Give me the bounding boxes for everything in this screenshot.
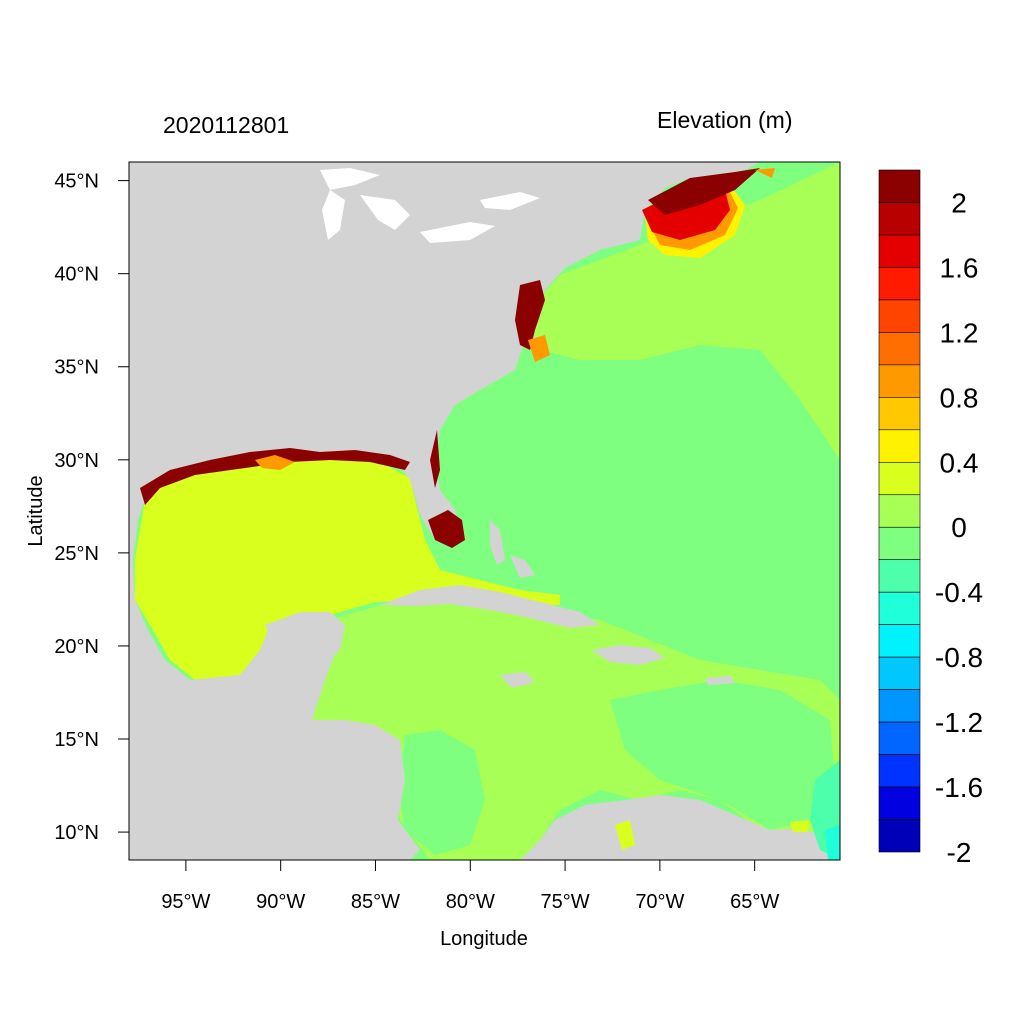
y-tick-label: 30°N — [54, 450, 99, 472]
colorbar-swatch — [878, 559, 921, 593]
colorbar-swatch — [878, 786, 921, 820]
map-panel — [129, 162, 840, 860]
x-axis-ticks: 95°W 90°W 85°W 80°W 75°W 70°W 65°W — [161, 860, 779, 913]
island-bahamas — [490, 520, 535, 578]
x-tick-label: 80°W — [446, 891, 495, 913]
date-label: 2020112801 — [163, 112, 290, 138]
y-tick-label: 20°N — [54, 636, 99, 658]
colorbar-swatch — [878, 526, 921, 561]
colorbar-swatch — [878, 461, 921, 496]
land-south-america — [520, 795, 840, 860]
colorbar-label: 0.8 — [940, 382, 979, 413]
colorbar-label: -1.6 — [935, 772, 983, 803]
y-tick-label: 15°N — [54, 729, 99, 751]
x-tick-label: 90°W — [256, 891, 305, 913]
colorbar-label: -1.2 — [935, 707, 983, 738]
colorbar-swatch — [878, 267, 921, 301]
colorbar-label: 0 — [951, 512, 967, 543]
x-tick-label: 65°W — [730, 891, 779, 913]
colorbar-swatch — [878, 397, 921, 431]
y-tick-label: 45°N — [54, 171, 99, 193]
ocean-gulf-of-mexico — [135, 450, 560, 680]
y-tick-label: 35°N — [54, 357, 99, 379]
colorbar-label: -0.8 — [935, 642, 983, 673]
surge-carolina-orange — [528, 335, 550, 362]
colorbar-label: 0.4 — [940, 447, 979, 478]
colorbar-label: 2 — [951, 187, 967, 218]
surge-gulf-coast — [140, 448, 410, 505]
y-axis-ticks: 45°N 40°N 35°N 30°N 25°N 20°N 15°N 10°N — [54, 171, 129, 844]
colorbar-swatch — [878, 202, 921, 236]
x-tick-label: 70°W — [635, 891, 684, 913]
surge-maine-orange — [755, 168, 775, 178]
x-tick-label: 85°W — [351, 891, 400, 913]
y-axis-title: Latitude — [25, 475, 47, 546]
colorbar-swatch — [878, 299, 921, 333]
surge-new-england-darkred — [648, 168, 760, 215]
colorbar-swatch — [878, 364, 921, 398]
colorbar-swatch — [878, 721, 921, 755]
x-tick-label: 75°W — [541, 891, 590, 913]
feature-venezuela-yellow — [615, 820, 810, 850]
colorbar-labels: 2 1.6 1.2 0.8 0.4 0 -0.4 -0.8 -1.2 -1.6 -2 — [935, 187, 983, 868]
x-tick-label: 95°W — [161, 891, 210, 913]
great-lakes — [320, 168, 540, 243]
surge-florida-east-coast — [430, 430, 440, 488]
colorbar-swatch — [878, 494, 921, 528]
surge-florida-red — [428, 510, 465, 548]
ocean-caribbean-east — [610, 680, 835, 830]
colorbar — [878, 169, 921, 853]
colorbar-swatch — [878, 754, 921, 788]
ocean-shelf-northeast — [520, 162, 840, 460]
colorbar-swatch — [878, 689, 921, 723]
island-jamaica — [500, 672, 535, 688]
surge-carolina — [515, 280, 545, 350]
colorbar-label: 1.6 — [940, 252, 979, 283]
colorbar-swatch — [878, 169, 921, 203]
island-puerto-rico — [705, 676, 735, 685]
island-cuba — [380, 585, 600, 628]
colorbar-swatch — [878, 429, 921, 463]
colorbar-swatch — [878, 656, 921, 690]
y-tick-label: 10°N — [54, 822, 99, 844]
y-tick-label: 40°N — [54, 264, 99, 286]
colorbar-label: -0.4 — [935, 577, 983, 608]
colorbar-swatch — [878, 819, 921, 853]
island-hispaniola — [592, 645, 665, 665]
feature-lesser-antilles-cyan — [825, 825, 840, 860]
colorbar-swatch — [878, 624, 921, 658]
y-tick-label: 25°N — [54, 543, 99, 565]
colorbar-swatch — [878, 332, 921, 366]
ocean-nicaragua-shelf — [398, 730, 485, 855]
land-north-america — [129, 162, 760, 860]
colorbar-label: -2 — [947, 837, 972, 868]
colorbar-swatch — [878, 234, 921, 268]
land-yucatan — [265, 612, 345, 668]
colorbar-label: 1.2 — [940, 317, 979, 348]
variable-label: Elevation (m) — [657, 107, 793, 133]
colorbar-swatch — [878, 591, 921, 625]
surge-gulf-orange — [255, 455, 295, 470]
x-axis-title: Longitude — [440, 928, 528, 950]
plot-frame — [128, 161, 841, 861]
